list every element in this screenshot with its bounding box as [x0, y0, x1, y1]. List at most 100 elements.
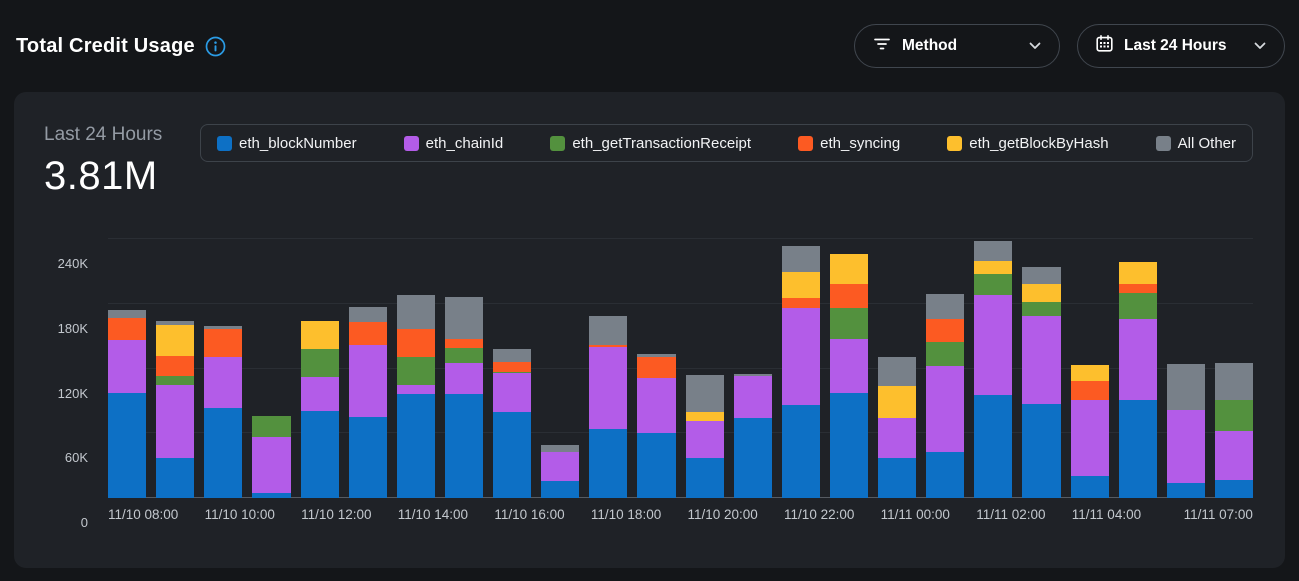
eth_blockNumber-segment[interactable]	[733, 418, 772, 498]
All Other-segment[interactable]	[974, 241, 1013, 261]
bar-stack-21[interactable]	[1118, 261, 1157, 498]
eth_getTransactionReceipt-segment[interactable]	[156, 376, 195, 385]
eth_blockNumber-segment[interactable]	[926, 451, 965, 498]
bar-stack-12[interactable]	[685, 375, 724, 498]
eth_chainId-segment[interactable]	[974, 295, 1013, 396]
eth_getBlockByHash-segment[interactable]	[1070, 365, 1109, 382]
eth_syncing-segment[interactable]	[781, 298, 820, 309]
All Other-segment[interactable]	[781, 245, 820, 273]
eth_chainId-segment[interactable]	[829, 339, 868, 394]
eth_chainId-segment[interactable]	[396, 384, 435, 395]
time-range-dropdown[interactable]: Last 24 Hours	[1077, 24, 1285, 68]
bar-stack-9[interactable]	[541, 445, 580, 498]
All Other-segment[interactable]	[1022, 267, 1061, 285]
eth_getTransactionReceipt-segment[interactable]	[1022, 301, 1061, 316]
legend-item-eth_getBlockByHash[interactable]: eth_getBlockByHash	[947, 135, 1109, 152]
eth_chainId-segment[interactable]	[589, 346, 628, 429]
bar-stack-6[interactable]	[396, 295, 435, 498]
eth_getTransactionReceipt-segment[interactable]	[1214, 399, 1253, 432]
eth_blockNumber-segment[interactable]	[156, 458, 195, 498]
eth_chainId-segment[interactable]	[733, 376, 772, 419]
eth_chainId-segment[interactable]	[685, 421, 724, 459]
eth_blockNumber-segment[interactable]	[781, 405, 820, 498]
All Other-segment[interactable]	[926, 294, 965, 319]
eth_blockNumber-segment[interactable]	[1118, 399, 1157, 498]
eth_syncing-segment[interactable]	[589, 344, 628, 347]
eth_chainId-segment[interactable]	[348, 344, 387, 418]
bar-stack-15[interactable]	[829, 254, 868, 498]
All Other-segment[interactable]	[444, 297, 483, 340]
All Other-segment[interactable]	[1214, 363, 1253, 400]
eth_getTransactionReceipt-segment[interactable]	[1118, 292, 1157, 319]
eth_syncing-segment[interactable]	[829, 284, 868, 309]
eth_getTransactionReceipt-segment[interactable]	[974, 273, 1013, 296]
eth_blockNumber-segment[interactable]	[974, 395, 1013, 498]
eth_chainId-segment[interactable]	[156, 384, 195, 459]
eth_chainId-segment[interactable]	[1118, 318, 1157, 400]
bar-stack-7[interactable]	[444, 297, 483, 498]
eth_getTransactionReceipt-segment[interactable]	[252, 416, 291, 437]
method-filter-dropdown[interactable]: Method	[854, 24, 1060, 68]
eth_syncing-segment[interactable]	[156, 355, 195, 377]
eth_blockNumber-segment[interactable]	[1070, 476, 1109, 498]
bar-stack-2[interactable]	[204, 326, 243, 498]
eth_syncing-segment[interactable]	[1070, 381, 1109, 400]
eth_syncing-segment[interactable]	[926, 318, 965, 342]
bar-stack-23[interactable]	[1214, 363, 1253, 498]
eth_chainId-segment[interactable]	[1214, 431, 1253, 480]
eth_getBlockByHash-segment[interactable]	[829, 254, 868, 285]
All Other-segment[interactable]	[1166, 364, 1205, 410]
eth_getBlockByHash-segment[interactable]	[300, 321, 339, 350]
eth_getTransactionReceipt-segment[interactable]	[444, 348, 483, 364]
eth_blockNumber-segment[interactable]	[541, 480, 580, 498]
eth_blockNumber-segment[interactable]	[348, 417, 387, 498]
eth_getBlockByHash-segment[interactable]	[878, 385, 917, 419]
eth_blockNumber-segment[interactable]	[252, 492, 291, 498]
All Other-segment[interactable]	[108, 310, 147, 318]
eth_getBlockByHash-segment[interactable]	[781, 272, 820, 299]
bar-stack-8[interactable]	[493, 349, 532, 498]
eth_blockNumber-segment[interactable]	[637, 433, 676, 498]
bar-stack-0[interactable]	[108, 310, 147, 498]
eth_chainId-segment[interactable]	[1166, 409, 1205, 483]
eth_syncing-segment[interactable]	[444, 339, 483, 349]
bar-stack-13[interactable]	[733, 373, 772, 498]
eth_chainId-segment[interactable]	[1022, 315, 1061, 405]
legend-item-eth_syncing[interactable]: eth_syncing	[798, 135, 900, 152]
bar-stack-4[interactable]	[300, 321, 339, 498]
eth_blockNumber-segment[interactable]	[204, 408, 243, 498]
bar-stack-22[interactable]	[1166, 364, 1205, 498]
eth_blockNumber-segment[interactable]	[589, 428, 628, 498]
eth_syncing-segment[interactable]	[1118, 284, 1157, 293]
eth_blockNumber-segment[interactable]	[1166, 482, 1205, 498]
eth_getTransactionReceipt-segment[interactable]	[396, 356, 435, 385]
bar-stack-1[interactable]	[156, 321, 195, 498]
eth_syncing-segment[interactable]	[637, 356, 676, 379]
eth_chainId-segment[interactable]	[1070, 399, 1109, 477]
All Other-segment[interactable]	[156, 321, 195, 326]
All Other-segment[interactable]	[637, 354, 676, 357]
bar-stack-3[interactable]	[252, 416, 291, 498]
eth_chainId-segment[interactable]	[444, 363, 483, 395]
legend-item-All Other[interactable]: All Other	[1155, 135, 1236, 152]
eth_blockNumber-segment[interactable]	[300, 410, 339, 498]
eth_blockNumber-segment[interactable]	[685, 458, 724, 498]
eth_blockNumber-segment[interactable]	[1214, 479, 1253, 498]
eth_chainId-segment[interactable]	[926, 366, 965, 452]
eth_blockNumber-segment[interactable]	[493, 411, 532, 498]
All Other-segment[interactable]	[589, 315, 628, 345]
eth_chainId-segment[interactable]	[878, 418, 917, 459]
eth_getBlockByHash-segment[interactable]	[685, 411, 724, 422]
All Other-segment[interactable]	[348, 307, 387, 323]
All Other-segment[interactable]	[878, 356, 917, 386]
info-icon[interactable]	[205, 36, 226, 57]
eth_blockNumber-segment[interactable]	[829, 393, 868, 498]
eth_chainId-segment[interactable]	[493, 372, 532, 412]
legend-item-eth_getTransactionReceipt[interactable]: eth_getTransactionReceipt	[550, 135, 751, 152]
All Other-segment[interactable]	[493, 349, 532, 363]
eth_getBlockByHash-segment[interactable]	[1118, 261, 1157, 285]
eth_getBlockByHash-segment[interactable]	[1022, 284, 1061, 302]
eth_syncing-segment[interactable]	[396, 328, 435, 357]
bar-stack-14[interactable]	[781, 245, 820, 498]
eth_blockNumber-segment[interactable]	[396, 394, 435, 498]
